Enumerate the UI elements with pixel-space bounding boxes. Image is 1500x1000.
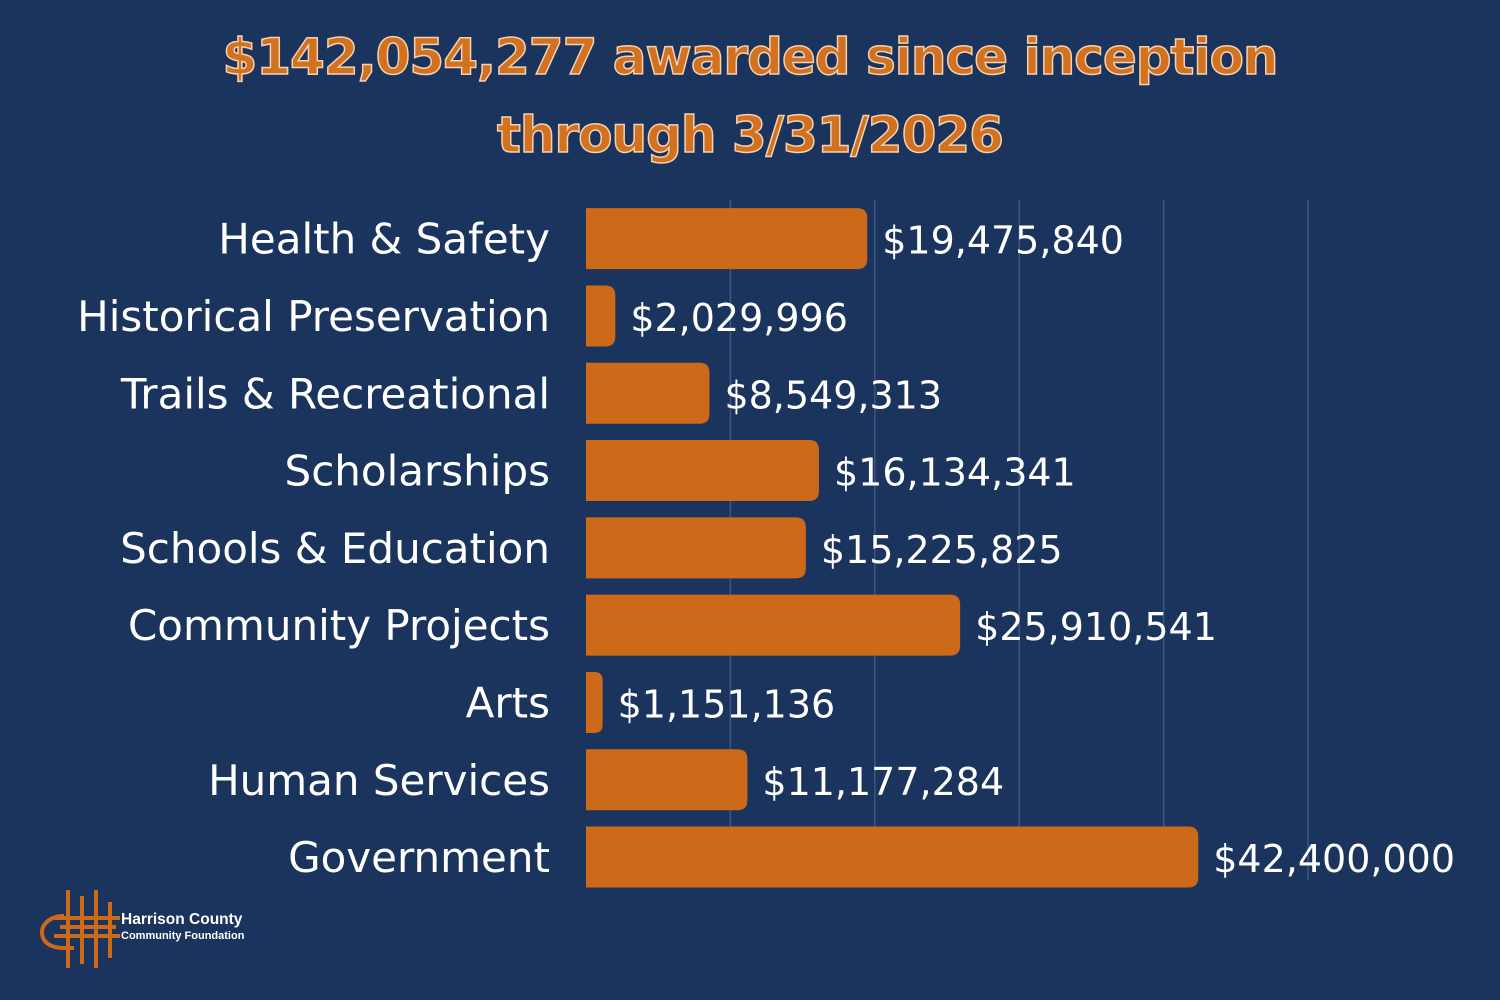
category-label: Scholarships — [285, 447, 550, 496]
bar — [586, 208, 868, 270]
category-label: Human Services — [208, 756, 550, 805]
logo-text: Harrison County Community Foundation — [121, 911, 244, 944]
bar — [586, 671, 603, 733]
data-label: $19,475,840 — [882, 219, 1124, 263]
chart-title-line-2: through 3/31/2026 — [496, 105, 1004, 165]
data-label: $25,910,541 — [975, 605, 1217, 649]
data-label: $42,400,000 — [1213, 837, 1455, 881]
category-label: Arts — [466, 678, 550, 727]
logo-name-line-1: Harrison County — [121, 911, 243, 928]
bar — [586, 440, 819, 502]
category-label: Schools & Education — [120, 524, 550, 573]
chart-title: $142,054,277 awarded since inception thr… — [0, 18, 1500, 174]
category-label: Community Projects — [128, 601, 550, 650]
data-label: $15,225,825 — [821, 528, 1063, 572]
bar — [586, 362, 710, 424]
bar — [586, 517, 806, 579]
data-label: $8,549,313 — [724, 373, 942, 417]
logo-name-line-2: Community Foundation — [121, 930, 245, 942]
bar — [586, 749, 748, 811]
category-label: Government — [288, 833, 550, 882]
data-label: $1,151,136 — [618, 682, 836, 726]
data-label: $2,029,996 — [630, 296, 848, 340]
category-label: Trails & Recreational — [120, 369, 550, 418]
chart-title-line-1: $142,054,277 awarded since inception — [222, 27, 1280, 87]
data-label: $11,177,284 — [762, 760, 1004, 804]
category-label: Historical Preservation — [77, 292, 550, 341]
category-label: Health & Safety — [218, 215, 550, 264]
data-label: $16,134,341 — [834, 451, 1076, 495]
woven-h-logo-icon — [40, 890, 120, 968]
bar — [586, 594, 961, 656]
bar — [586, 285, 616, 347]
bar — [586, 826, 1199, 888]
